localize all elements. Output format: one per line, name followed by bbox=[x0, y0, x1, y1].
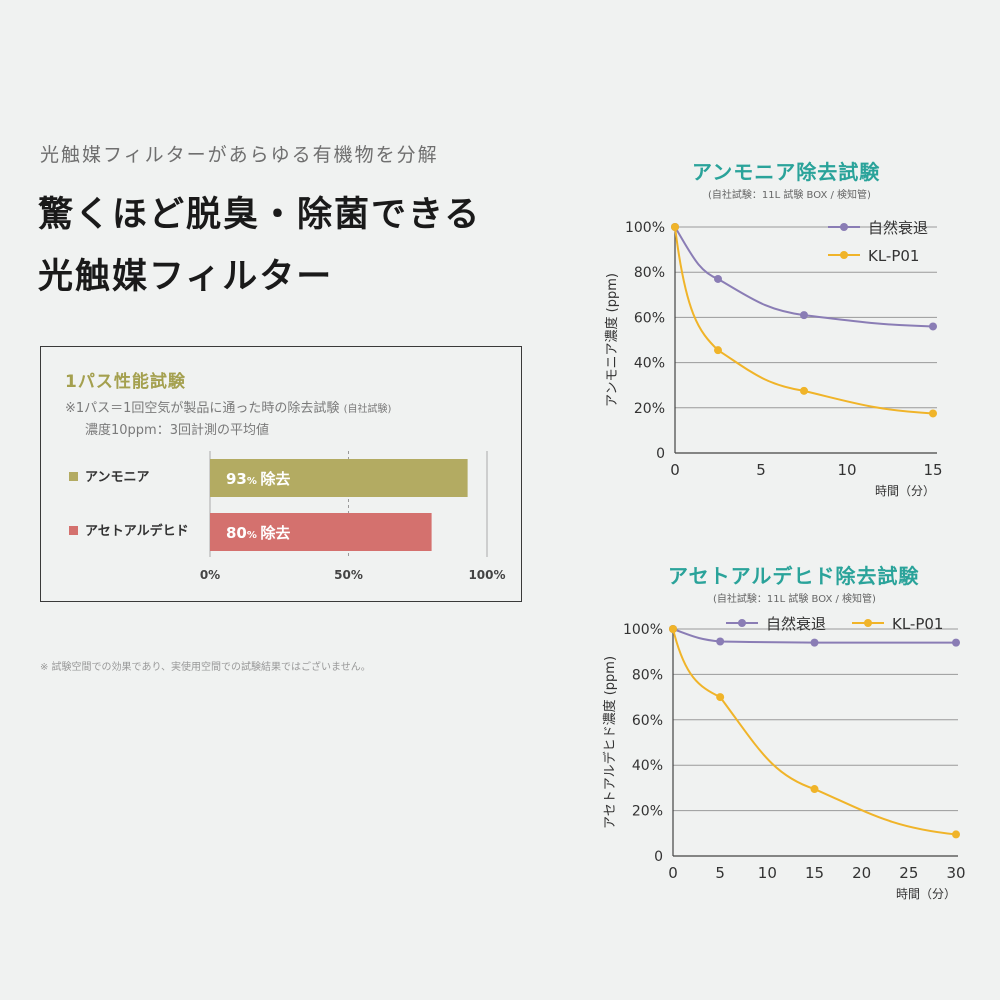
x-tick-label-0: 0% bbox=[200, 568, 220, 582]
category-swatch-0 bbox=[69, 472, 78, 481]
data-point-s0-2 bbox=[810, 638, 819, 647]
data-point-s1-1 bbox=[714, 346, 722, 355]
x-axis-label: 時間（分） bbox=[875, 484, 935, 498]
y-tick-label-1: 20% bbox=[634, 401, 665, 417]
bar-unit-1: % bbox=[247, 530, 261, 541]
data-point-s0-1 bbox=[716, 637, 725, 646]
bar-unit-0: % bbox=[247, 476, 261, 487]
legend-label-1: KL-P01 bbox=[892, 615, 943, 633]
y-tick-label-4: 80% bbox=[632, 667, 663, 683]
kicker-text: 光触媒フィルターがあらゆる有機物を分解 bbox=[40, 144, 439, 166]
acetaldehyde-chart-title: アセトアルデヒド除去試験 bbox=[668, 564, 920, 588]
panel-note-2: 濃度10ppm：3回計測の平均値 bbox=[85, 423, 269, 438]
acetaldehyde-line-chart: 0 20% 40% 60% 80% 100% 0 5 10 15 20 25 30 時間（分） アセトアルデ… bbox=[602, 615, 966, 901]
y-tick-label-3: 60% bbox=[632, 713, 663, 729]
data-point-s1-1 bbox=[716, 693, 725, 702]
y-tick-label-2: 40% bbox=[634, 356, 665, 372]
ammonia-line-chart: 0 20% 40% 60% 80% 100% 0 5 10 15 時間（分） アンモニア濃度 (ppm… bbox=[604, 219, 943, 498]
bar-label-1: 80% 除去 bbox=[226, 524, 290, 542]
category-label-0: アンモニア bbox=[85, 470, 149, 485]
x-tick-label-2: 100% bbox=[468, 568, 505, 582]
series-line-1 bbox=[672, 628, 957, 836]
x-tick-label-1: 5 bbox=[756, 461, 766, 479]
y-tick-label-0: 0 bbox=[654, 849, 663, 865]
headline-line-1: 驚くほど脱臭・除菌できる bbox=[38, 195, 482, 235]
y-tick-label-3: 60% bbox=[634, 310, 665, 326]
x-tick-label-0: 0 bbox=[668, 864, 678, 882]
panel-note-1-text: ※1パス＝1回空気が製品に通った時の除去試験 bbox=[65, 401, 340, 416]
legend-label-0: 自然衰退 bbox=[868, 219, 928, 237]
legend-marker-0 bbox=[840, 223, 848, 231]
data-point-s0-1 bbox=[714, 274, 722, 283]
category-label-1: アセトアルデヒド bbox=[85, 523, 189, 539]
data-point-s1-3 bbox=[929, 409, 937, 418]
data-point-s0-3 bbox=[952, 638, 960, 647]
data-point-s0-2 bbox=[800, 311, 808, 320]
x-tick-label-1: 50% bbox=[334, 568, 363, 582]
x-tick-label-3: 15 bbox=[923, 461, 942, 479]
bar-suffix-1: 除去 bbox=[260, 524, 290, 542]
x-tick-label-6: 30 bbox=[946, 864, 965, 882]
x-axis-label: 時間（分） bbox=[896, 887, 956, 901]
data-point-s1-3 bbox=[952, 830, 960, 839]
y-tick-label-1: 20% bbox=[632, 804, 663, 820]
y-tick-label-5: 100% bbox=[625, 220, 665, 236]
legend-marker-1 bbox=[840, 251, 848, 259]
x-tick-label-0: 0 bbox=[670, 461, 680, 479]
series-line-0 bbox=[672, 628, 956, 644]
data-point-s1-0 bbox=[669, 625, 677, 633]
bar-label-0: 93% 除去 bbox=[226, 470, 290, 488]
panel-title: 1パス性能試験 bbox=[65, 372, 186, 392]
data-point-s1-0 bbox=[671, 223, 679, 231]
x-tick-label-1: 5 bbox=[715, 864, 725, 882]
category-swatch-1 bbox=[69, 526, 78, 535]
ammonia-chart-title: アンモニア除去試験 bbox=[692, 160, 881, 184]
bar-value-1: 80 bbox=[226, 524, 247, 542]
y-tick-label-2: 40% bbox=[632, 758, 663, 774]
series-line-0 bbox=[674, 226, 934, 328]
legend-marker-1 bbox=[864, 619, 872, 627]
x-tick-label-3: 15 bbox=[805, 864, 824, 882]
ammonia-chart-subtitle: (自社試験：11L 試験 BOX / 検知管) bbox=[708, 190, 871, 201]
data-point-s0-3 bbox=[929, 322, 937, 331]
y-axis-label: アセトアルデヒド濃度 (ppm) bbox=[602, 656, 618, 829]
bar-suffix-0: 除去 bbox=[260, 470, 290, 488]
series-line-1 bbox=[674, 226, 934, 415]
bar-1 bbox=[210, 513, 432, 551]
x-tick-label-2: 10 bbox=[837, 461, 856, 479]
panel-note-1-sub: (自社試験) bbox=[343, 404, 392, 415]
y-tick-label-0: 0 bbox=[656, 446, 665, 462]
data-point-s1-2 bbox=[800, 386, 808, 395]
legend-label-1: KL-P01 bbox=[868, 247, 919, 265]
x-tick-label-2: 10 bbox=[758, 864, 777, 882]
footnote: ※ 試験空間での効果であり、実使用空間での試験結果ではございません。 bbox=[40, 662, 371, 673]
headline-line-2: 光触媒フィルター bbox=[38, 257, 334, 297]
x-tick-label-5: 25 bbox=[899, 864, 918, 882]
x-tick-label-4: 20 bbox=[852, 864, 871, 882]
data-point-s1-2 bbox=[810, 785, 819, 794]
y-tick-label-4: 80% bbox=[634, 265, 665, 281]
panel-note-1: ※1パス＝1回空気が製品に通った時の除去試験 (自社試験) bbox=[65, 397, 391, 416]
y-axis-label: アンモニア濃度 (ppm) bbox=[604, 273, 620, 407]
legend-label-0: 自然衰退 bbox=[766, 615, 826, 633]
one-pass-test-panel: 1パス性能試験 ※1パス＝1回空気が製品に通った時の除去試験 (自社試験) 濃度… bbox=[40, 346, 522, 602]
bar-value-0: 93 bbox=[226, 470, 247, 488]
bar-0 bbox=[210, 459, 468, 497]
legend-marker-0 bbox=[738, 619, 746, 627]
acetaldehyde-chart-subtitle: (自社試験：11L 試験 BOX / 検知管) bbox=[713, 594, 876, 605]
y-tick-label-5: 100% bbox=[623, 622, 663, 638]
